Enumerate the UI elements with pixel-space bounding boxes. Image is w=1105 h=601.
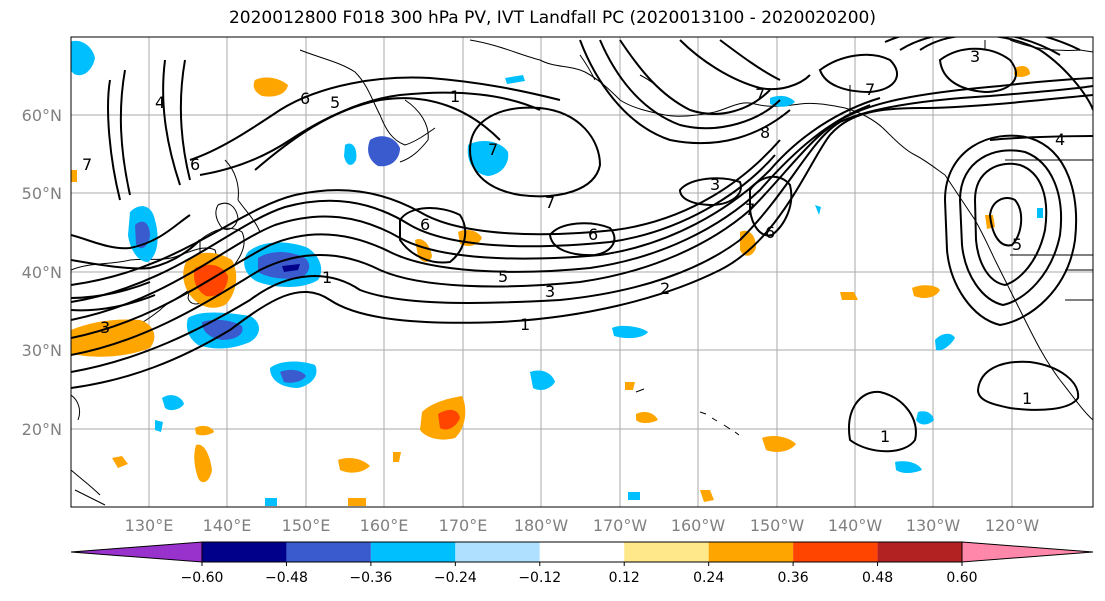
ivt-contours (71, 37, 1093, 453)
contour-label: 7 (755, 85, 765, 104)
colorbar-tick-label: −0.36 (349, 570, 392, 586)
lat-tick-label: 30°N (22, 341, 62, 360)
lon-tick-label: 170°E (439, 516, 488, 535)
contour-label: 8 (760, 123, 770, 142)
colorbar-swatch (961, 541, 1094, 563)
colorbar-tick-label: 0.24 (693, 570, 724, 586)
colorbar-swatch (793, 542, 878, 562)
colorbar-swatch (708, 542, 794, 562)
lat-tick-label: 40°N (22, 263, 62, 282)
colorbar-swatch (286, 542, 371, 562)
contour-label: 6 (765, 223, 775, 242)
lon-tick-label: 120°W (985, 516, 1040, 535)
lon-tick-label: 160°W (671, 516, 726, 535)
colorbar-tick-label: −0.24 (434, 570, 477, 586)
contour-label: 4 (155, 93, 165, 112)
colorbar-tick-label: 0.60 (946, 570, 977, 586)
contour-label: 1 (322, 268, 332, 287)
lon-tick-label: 140°W (828, 516, 883, 535)
contour-label: 5 (330, 93, 340, 112)
contour-label: 5 (1012, 235, 1022, 254)
colorbar-tick-label: 0.12 (609, 570, 640, 586)
lon-tick-label: 150°E (282, 516, 331, 535)
contour-label: 1 (520, 315, 530, 334)
lat-tick-label: 60°N (22, 106, 62, 125)
contour-label: 1 (880, 427, 890, 446)
lon-tick-label: 160°E (360, 516, 409, 535)
pv-negative-anomalies (71, 40, 1043, 506)
lon-tick-label: 140°E (203, 516, 252, 535)
contour-label: 6 (190, 155, 200, 174)
contour-label: 3 (100, 318, 110, 337)
colorbar-swatch (539, 542, 625, 562)
contour-label: 7 (745, 200, 755, 219)
colorbar-tick-label: −0.60 (181, 570, 224, 586)
contour-label: 3 (970, 47, 980, 66)
colorbar: −0.60 −0.48 −0.36 −0.24 −0.12 0.12 0.24 0.36 0.4… (70, 541, 1094, 586)
latitude-axis: 60°N 50°N 40°N 30°N 20°N (22, 106, 62, 439)
lon-tick-label: 130°W (906, 516, 961, 535)
lat-tick-label: 50°N (22, 184, 62, 203)
contour-label: 3 (545, 282, 555, 301)
colorbar-swatch (455, 542, 540, 562)
contour-label: 7 (82, 155, 92, 174)
contour-label: 7 (488, 140, 498, 159)
contour-label: 4 (1055, 130, 1065, 149)
contour-label: 1 (450, 87, 460, 106)
contour-label: 6 (588, 225, 598, 244)
lon-tick-label: 130°E (125, 516, 174, 535)
contour-label: 3 (710, 175, 720, 194)
map-frame (70, 36, 1094, 508)
colorbar-outline (201, 541, 963, 563)
contour-label: 7 (865, 80, 875, 99)
coastlines (71, 39, 1093, 506)
colorbar-tick-label: −0.12 (518, 570, 561, 586)
contour-label: 6 (420, 215, 430, 234)
contour-label-group: 1 1 1 1 1 2 3 3 3 3 4 4 5 5 5 6 6 6 6 6 … (82, 47, 1065, 446)
lon-tick-label: 170°W (593, 516, 648, 535)
colorbar-swatch (70, 541, 203, 563)
map-title: 2020012800 F018 300 hPa PV, IVT Landfall… (228, 8, 876, 28)
lon-tick-label: 150°W (750, 516, 805, 535)
colorbar-swatch (202, 542, 287, 562)
colorbar-tick-label: −0.48 (265, 570, 308, 586)
colorbar-swatch (877, 542, 962, 562)
lat-tick-label: 20°N (22, 420, 62, 439)
contour-label: 5 (498, 267, 508, 286)
colorbar-swatch (370, 542, 456, 562)
colorbar-tick-label: 0.48 (862, 570, 893, 586)
contour-label: 1 (1022, 389, 1032, 408)
contour-label: 2 (660, 279, 670, 298)
pv-positive-anomalies (71, 66, 1030, 506)
lon-tick-label: 180°W (514, 516, 569, 535)
contour-label: 6 (300, 89, 310, 108)
longitude-axis: 130°E 140°E 150°E 160°E 170°E 180°W 170°… (125, 516, 1040, 535)
map-layer: 1 1 1 1 1 2 3 3 3 3 4 4 5 5 5 6 6 6 6 6 … (71, 37, 1093, 507)
contour-label: 7 (545, 193, 555, 212)
colorbar-tick-label: 0.36 (778, 570, 809, 586)
colorbar-swatch (624, 542, 709, 562)
